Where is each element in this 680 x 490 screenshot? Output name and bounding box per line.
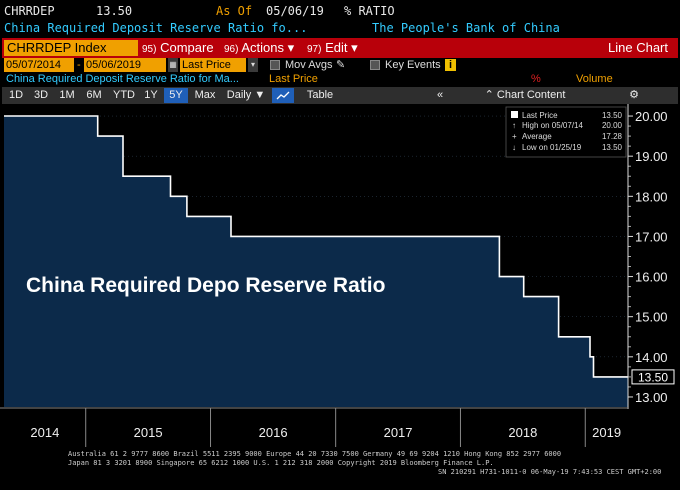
compare-button[interactable]: 95) Compare: [142, 40, 214, 55]
stats-avg-value: 17.28: [602, 132, 623, 141]
series-line: [4, 115, 628, 378]
data-source: The People's Bank of China: [372, 21, 560, 35]
stats-high-label: High on 05/07/14: [522, 121, 583, 130]
chart-annotation: China Required Depo Reserve Ratio: [26, 274, 385, 297]
period-button-5y[interactable]: 5Y: [164, 88, 188, 103]
field-select[interactable]: Last Price: [180, 58, 246, 72]
y-tick-label: 19.00: [635, 149, 668, 164]
chevron-up-icon: ⌃: [484, 89, 494, 101]
y-tick-label: 13.00: [635, 390, 668, 405]
x-tick-label: 2018: [508, 425, 537, 440]
footer-contacts-line1: Australia 61 2 9777 8600 Brazil 5511 239…: [68, 450, 562, 458]
stats-last-value: 13.50: [602, 111, 623, 120]
period-button-max[interactable]: Max: [194, 89, 216, 101]
y-tick-label: 17.00: [635, 229, 668, 244]
stats-avg-label: Average: [522, 132, 552, 141]
stats-low-label: Low on 01/25/19: [522, 143, 582, 152]
gear-icon[interactable]: ⚙: [629, 89, 639, 101]
chart-type-label[interactable]: Line Chart: [608, 40, 668, 55]
x-axis: 2014 2015 2016 2017 2018 2019: [0, 407, 628, 447]
pencil-icon[interactable]: ✎: [336, 59, 346, 71]
y-axis: 20.00 19.00 18.00 17.00 16.00 15.00 14.00 13.00: [627, 104, 668, 409]
stats-legend-box: Last Price 13.50 ↑ High on 05/07/14 20.0…: [505, 106, 627, 158]
price-chart[interactable]: 20.00 19.00 18.00 17.00 16.00 15.00 14.00 13.00…: [0, 104, 680, 447]
ticker-index-field[interactable]: CHRRDEP Index: [4, 40, 138, 56]
y-tick-label: 18.00: [635, 189, 668, 204]
series-swatch: [511, 111, 518, 118]
low-marker-icon: ↓: [512, 143, 516, 152]
frequency-select[interactable]: Daily ▼: [226, 89, 266, 101]
unit-label: % RATIO: [344, 4, 395, 18]
chevron-down-icon: ▾: [351, 40, 358, 55]
mov-avgs-checkbox[interactable]: [270, 60, 280, 70]
x-tick-label: 2016: [259, 425, 288, 440]
period-button-1y[interactable]: 1Y: [144, 89, 158, 101]
chevron-down-icon: ▼: [254, 89, 266, 101]
footer-contacts-line2: Japan 81 3 3201 8900 Singapore 65 6212 1…: [68, 459, 494, 467]
legend-volume: Volume: [576, 73, 613, 85]
x-tick-label: 2019: [592, 425, 621, 440]
function-toolbar: CHRRDEP Index 95) Compare 96) Actions ▾ …: [2, 38, 678, 58]
high-marker-icon: ↑: [512, 121, 516, 130]
end-date-input[interactable]: 05/06/2019: [84, 58, 166, 72]
stats-low-value: 13.50: [602, 143, 623, 152]
y-tick-label: 20.00: [635, 109, 668, 124]
y-tick-label: 16.00: [635, 270, 668, 285]
collapse-left-icon[interactable]: «: [436, 89, 444, 101]
ticker-code: CHRRDEP: [4, 4, 55, 18]
y-tick-label: 15.00: [635, 310, 668, 325]
period-button-1d[interactable]: 1D: [8, 89, 24, 101]
legend-series-name: China Required Deposit Reserve Ratio for…: [6, 73, 239, 85]
chart-content-button[interactable]: ⌃ Chart Content: [484, 89, 566, 101]
series-area: [4, 116, 628, 407]
x-tick-label: 2017: [384, 425, 413, 440]
key-events-checkbox[interactable]: [370, 60, 380, 70]
edit-button[interactable]: 97) Edit ▾: [307, 40, 358, 55]
date-separator: -: [77, 59, 81, 71]
date-controls-row: 05/07/2014 - 05/06/2019 ▦ Last Price ▾ M…: [2, 58, 678, 72]
average-marker-icon: +: [512, 132, 517, 141]
as-of-date: 05/06/19: [266, 4, 324, 18]
legend-pct: %: [531, 73, 541, 85]
table-button[interactable]: Table: [306, 89, 334, 101]
period-selector-row: 1D 3D 1M 6M YTD 1Y 5Y Max Daily ▼ Table « ⌃ Cha…: [2, 87, 678, 104]
footer-session-info: SN 210291 H731-1011-0 06-May-19 7:43:53 …: [438, 468, 662, 476]
actions-button[interactable]: 96) Actions ▾: [224, 40, 295, 55]
x-tick-label: 2015: [134, 425, 163, 440]
period-button-3d[interactable]: 3D: [33, 89, 49, 101]
legend-row: China Required Deposit Reserve Ratio for…: [2, 72, 678, 87]
stats-last-label: Last Price: [522, 111, 558, 120]
y-tick-label: 14.00: [635, 350, 668, 365]
current-value-label: 13.50: [638, 370, 668, 384]
security-description-row: China Required Deposit Reserve Ratio fo.…: [4, 18, 676, 35]
period-button-1m[interactable]: 1M: [59, 89, 75, 101]
info-icon[interactable]: i: [445, 59, 456, 71]
calendar-icon[interactable]: ▦: [168, 58, 178, 72]
start-date-input[interactable]: 05/07/2014: [4, 58, 74, 72]
x-tick-label: 2014: [30, 425, 59, 440]
line-chart-icon[interactable]: [272, 88, 294, 103]
current-value: 13.50: [96, 4, 133, 18]
mov-avgs-label: Mov Avgs: [285, 59, 333, 71]
security-header: CHRRDEP 13.50 As Of 05/06/19 % RATIO: [4, 2, 676, 18]
as-of-label: As Of: [216, 4, 253, 18]
chevron-down-icon: ▾: [287, 40, 295, 55]
period-button-ytd[interactable]: YTD: [113, 89, 135, 101]
period-button-6m[interactable]: 6M: [86, 89, 102, 101]
legend-field: Last Price: [269, 73, 318, 85]
chevron-down-icon[interactable]: ▾: [248, 58, 258, 72]
footer: Australia 61 2 9777 8600 Brazil 5511 239…: [0, 447, 680, 490]
stats-high-value: 20.00: [602, 121, 623, 130]
key-events-label: Key Events: [385, 59, 441, 71]
current-value-flag: 13.50: [631, 369, 675, 385]
security-description: China Required Deposit Reserve Ratio fo.…: [4, 21, 308, 35]
